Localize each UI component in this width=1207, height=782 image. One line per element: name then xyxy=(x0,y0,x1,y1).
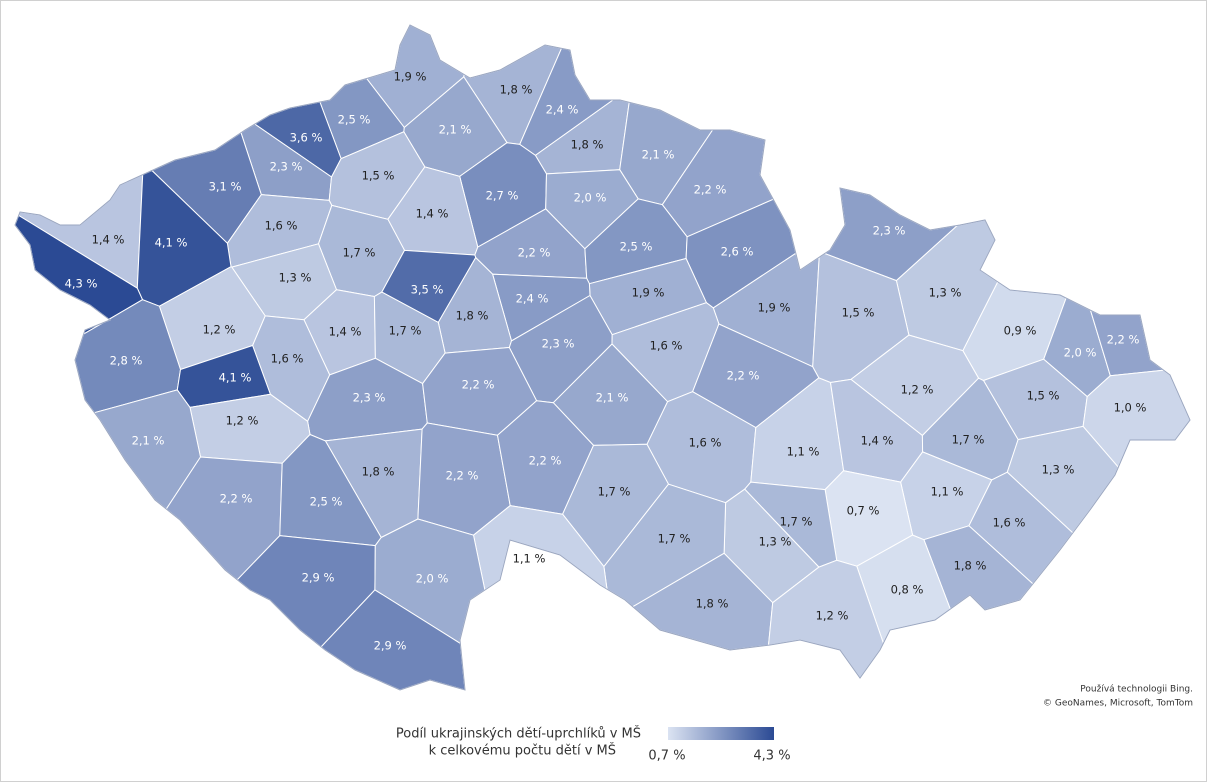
district-label: 1,8 % xyxy=(696,597,729,611)
district-label: 2,2 % xyxy=(220,492,253,506)
district-label: 1,8 % xyxy=(456,309,489,323)
district-label: 1,8 % xyxy=(954,559,987,573)
attribution: Používá technologii Bing. xyxy=(1080,685,1193,695)
district-label: 1,4 % xyxy=(861,434,894,448)
district-label: 1,2 % xyxy=(226,414,259,428)
district-label: 1,4 % xyxy=(329,325,362,339)
district-label: 4,1 % xyxy=(155,236,188,250)
district-label: 1,8 % xyxy=(362,465,395,479)
district-label: 2,2 % xyxy=(1107,333,1140,347)
district-label: 2,2 % xyxy=(529,454,562,468)
district-label: 2,9 % xyxy=(374,639,407,653)
district-label: 2,4 % xyxy=(546,103,579,117)
district-label: 1,3 % xyxy=(1042,463,1075,477)
district-label: 2,1 % xyxy=(132,434,165,448)
district-label: 2,8 % xyxy=(110,354,143,368)
district-label: 1,1 % xyxy=(931,485,964,499)
district-label: 3,5 % xyxy=(411,283,444,297)
attribution: © GeoNames, Microsoft, TomTom xyxy=(1043,699,1193,709)
district-label: 2,2 % xyxy=(446,469,479,483)
district-label: 4,1 % xyxy=(219,371,252,385)
district-label: 1,5 % xyxy=(362,169,395,183)
district-label: 2,1 % xyxy=(642,148,675,162)
district-label: 1,8 % xyxy=(571,138,604,152)
district-label: 2,3 % xyxy=(270,160,303,174)
legend-min: 0,7 % xyxy=(648,749,685,764)
district-label: 2,9 % xyxy=(302,571,335,585)
district-label: 4,3 % xyxy=(65,277,98,291)
district-label: 2,5 % xyxy=(310,495,343,509)
district-label: 1,3 % xyxy=(759,535,792,549)
district-label: 3,1 % xyxy=(209,180,242,194)
district-label: 1,6 % xyxy=(689,436,722,450)
district-label: 1,2 % xyxy=(901,383,934,397)
district-label: 1,7 % xyxy=(780,515,813,529)
district-label: 1,7 % xyxy=(343,246,376,260)
district-label: 2,0 % xyxy=(574,191,607,205)
district-label: 1,5 % xyxy=(1027,389,1060,403)
district-label: 1,6 % xyxy=(650,339,683,353)
district-label: 2,2 % xyxy=(462,378,495,392)
district-label: 2,7 % xyxy=(486,189,519,203)
district-label: 2,3 % xyxy=(353,391,386,405)
legend-title: Podíl ukrajinských dětí-uprchlíků v MŠ xyxy=(396,726,641,742)
district-label: 0,7 % xyxy=(847,504,880,518)
district-label: 2,2 % xyxy=(694,183,727,197)
legend-gradient xyxy=(668,727,774,740)
district-label: 1,0 % xyxy=(1114,401,1147,415)
district-label: 2,1 % xyxy=(596,391,629,405)
district-label: 1,5 % xyxy=(842,306,875,320)
district-label: 1,9 % xyxy=(758,301,791,315)
district-label: 1,6 % xyxy=(265,219,298,233)
district-label: 1,6 % xyxy=(271,352,304,366)
district-label: 0,9 % xyxy=(1004,324,1037,338)
district-label: 1,3 % xyxy=(279,271,312,285)
districts xyxy=(14,24,1191,691)
legend-max: 4,3 % xyxy=(753,749,790,764)
district-label: 1,8 % xyxy=(500,83,533,97)
legend-title: k celkovému počtu dětí v MŠ xyxy=(429,743,616,759)
district-label: 1,7 % xyxy=(658,532,691,546)
district-label: 2,3 % xyxy=(873,224,906,238)
district-label: 2,2 % xyxy=(727,369,760,383)
district-label: 0,8 % xyxy=(891,583,924,597)
district-label: 1,9 % xyxy=(394,70,427,84)
district-label: 2,3 % xyxy=(542,337,575,351)
district-label: 1,7 % xyxy=(598,485,631,499)
district-label: 1,4 % xyxy=(416,207,449,221)
district-label: 1,4 % xyxy=(92,233,125,247)
district-label: 1,3 % xyxy=(929,286,962,300)
country-outline xyxy=(14,24,1191,691)
district-label: 2,5 % xyxy=(620,240,653,254)
district-label: 2,1 % xyxy=(439,123,472,137)
district-label: 3,6 % xyxy=(290,131,323,145)
district-label: 2,5 % xyxy=(338,113,371,127)
district-label: 1,6 % xyxy=(993,516,1026,530)
district-label: 1,2 % xyxy=(816,609,849,623)
district-label: 1,9 % xyxy=(632,286,665,300)
district-label: 1,1 % xyxy=(513,552,546,566)
district-label: 1,7 % xyxy=(389,324,422,338)
district-label: 1,1 % xyxy=(787,445,820,459)
district-label: 2,4 % xyxy=(516,292,549,306)
district-labels: 1,9 % 1,8 % 2,4 % 2,5 % 3,6 % 2,1 % 1,8 % 2,1 %… xyxy=(65,70,1147,653)
district-label: 2,0 % xyxy=(1064,346,1097,360)
district-label: 1,7 % xyxy=(952,433,985,447)
district-label: 2,0 % xyxy=(416,572,449,586)
district-label: 1,2 % xyxy=(203,323,236,337)
district-label: 2,2 % xyxy=(518,246,551,260)
district-label: 2,6 % xyxy=(721,245,754,259)
